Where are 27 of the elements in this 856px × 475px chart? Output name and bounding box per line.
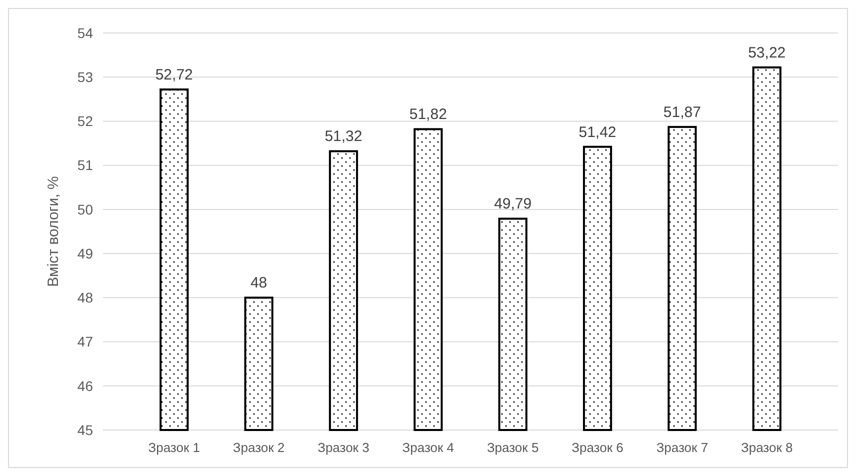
x-tick-label: Зразок 3: [318, 440, 370, 455]
x-tick-label: Зразок 8: [740, 440, 793, 455]
x-tick-label: Зразок 1: [148, 440, 200, 455]
data-label: 51,82: [409, 106, 447, 124]
x-tick-label: Зразок 2: [232, 440, 285, 455]
data-label: 53,22: [748, 44, 786, 62]
y-tick-label: 54: [77, 24, 94, 41]
x-tick-label: Зразок 4: [402, 440, 454, 455]
y-tick-label: 45: [77, 422, 94, 438]
data-label: 52,72: [155, 66, 193, 84]
x-tick-label: Зразок 5: [486, 440, 539, 455]
y-tick-label: 49: [77, 245, 94, 262]
y-tick-label: 46: [77, 378, 94, 394]
data-label: 51,87: [663, 104, 701, 121]
data-label: 51,32: [324, 128, 362, 146]
y-tick-label: 47: [77, 334, 94, 350]
x-tick-label: Зразок 6: [572, 440, 624, 455]
data-label: 49,79: [494, 196, 532, 213]
y-tick-label: 48: [77, 290, 94, 306]
y-tick-label: 53: [77, 69, 94, 86]
y-tick-label: 50: [77, 201, 94, 218]
data-label: 48: [250, 274, 268, 292]
y-tick-label: 52: [77, 113, 94, 130]
x-tick-label: Зразок 7: [656, 440, 708, 455]
y-tick-label: 51: [77, 157, 94, 174]
y-axis-title: Вміст вологи, %: [45, 176, 62, 287]
data-label: 51,42: [578, 124, 616, 141]
